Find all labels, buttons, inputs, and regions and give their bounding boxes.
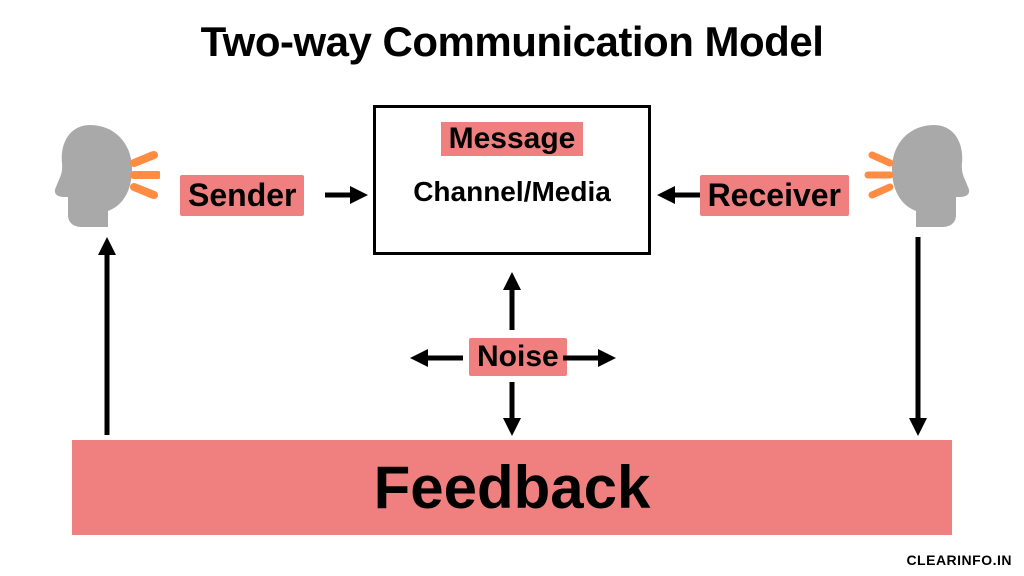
arrow-noise-up bbox=[497, 270, 527, 335]
receiver-head-icon bbox=[864, 115, 974, 235]
arrow-receiver-to-feedback bbox=[903, 235, 933, 440]
feedback-bar: Feedback bbox=[72, 440, 952, 535]
noise-label: Noise bbox=[469, 338, 567, 376]
feedback-label: Feedback bbox=[374, 453, 651, 522]
arrow-noise-right bbox=[558, 343, 618, 373]
sender-head-icon bbox=[50, 115, 160, 235]
sender-label: Sender bbox=[180, 175, 304, 216]
message-channel-box: Message Channel/Media bbox=[373, 105, 651, 255]
arrow-feedback-to-sender bbox=[92, 235, 122, 440]
watermark: CLEARINFO.IN bbox=[906, 552, 1012, 568]
diagram-title: Two-way Communication Model bbox=[0, 18, 1024, 66]
arrow-receiver-to-box bbox=[655, 180, 705, 210]
channel-label: Channel/Media bbox=[376, 176, 648, 208]
message-label: Message bbox=[441, 122, 584, 156]
receiver-label: Receiver bbox=[700, 175, 849, 216]
arrow-sender-to-box bbox=[320, 180, 370, 210]
arrow-noise-left bbox=[408, 343, 468, 373]
arrow-noise-down bbox=[497, 380, 527, 438]
